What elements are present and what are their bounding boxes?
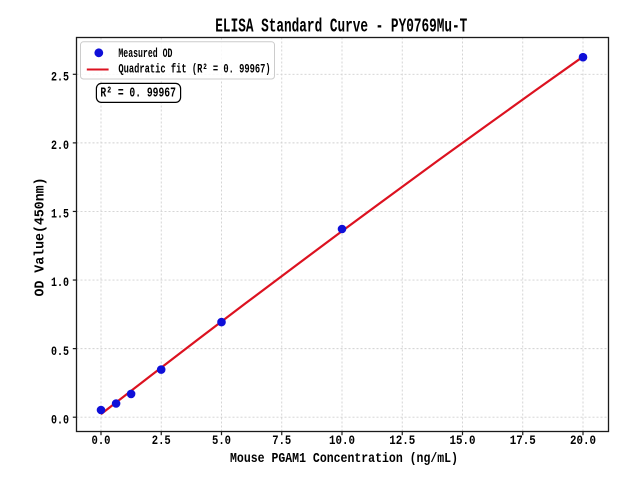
svg-text:0.0: 0.0 <box>92 433 111 448</box>
svg-text:Quadratic fit (R² = 0. 99967): Quadratic fit (R² = 0. 99967) <box>118 61 270 76</box>
svg-text:20.0: 20.0 <box>570 433 596 448</box>
svg-text:ELISA Standard Curve - PY0769M: ELISA Standard Curve - PY0769Mu-T <box>215 16 467 38</box>
svg-text:10.0: 10.0 <box>329 433 355 448</box>
svg-text:OD Value(450nm): OD Value(450nm) <box>32 178 48 297</box>
svg-text:Mouse PGAM1 Concentration (ng/: Mouse PGAM1 Concentration (ng/mL) <box>230 451 458 467</box>
svg-text:15.0: 15.0 <box>450 433 476 448</box>
svg-text:7.5: 7.5 <box>272 433 291 448</box>
svg-text:12.5: 12.5 <box>389 433 415 448</box>
svg-text:0.0: 0.0 <box>51 412 69 427</box>
svg-text:1.5: 1.5 <box>51 207 69 222</box>
svg-text:1.0: 1.0 <box>51 275 69 290</box>
svg-text:17.5: 17.5 <box>510 433 536 448</box>
svg-text:Measured OD: Measured OD <box>118 46 172 61</box>
svg-text:0.5: 0.5 <box>51 344 69 359</box>
svg-text:2.0: 2.0 <box>51 138 69 153</box>
svg-text:2.5: 2.5 <box>152 433 171 448</box>
svg-text:2.5: 2.5 <box>51 70 69 85</box>
svg-text:5.0: 5.0 <box>212 433 231 448</box>
svg-text:R² = 0. 99967: R² = 0. 99967 <box>100 86 175 102</box>
